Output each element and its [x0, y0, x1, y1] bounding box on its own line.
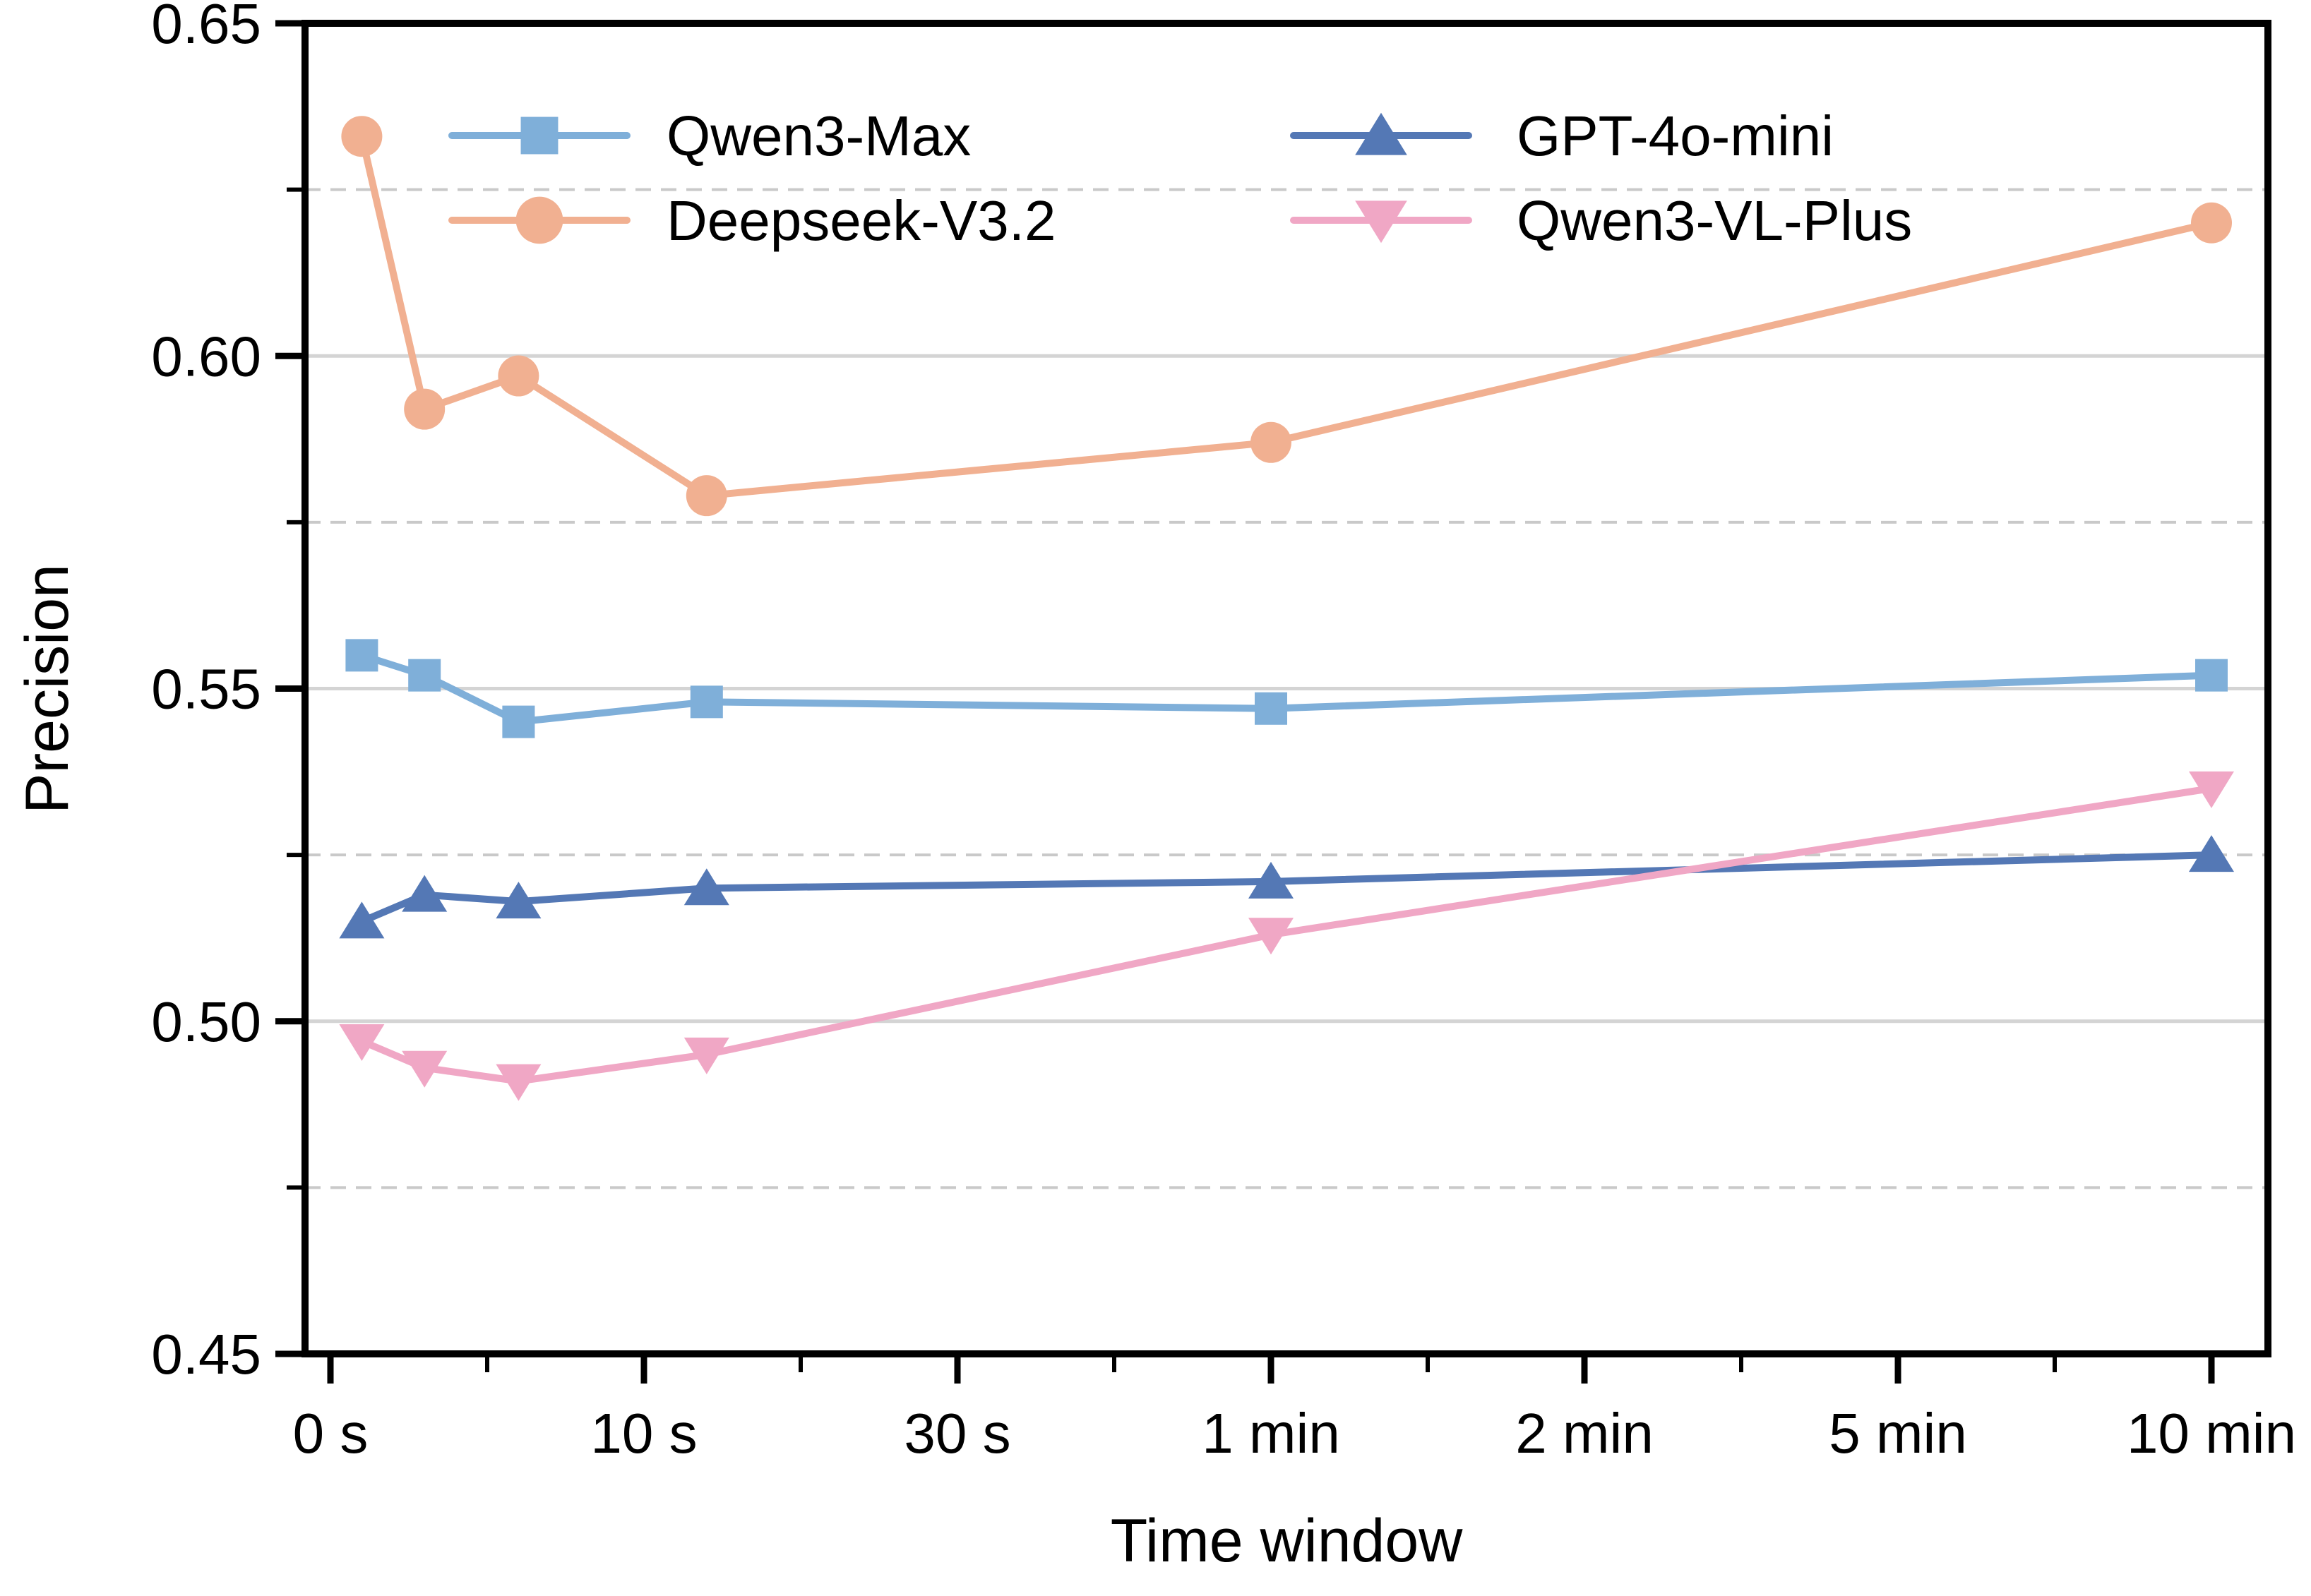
triangle-down-marker — [1248, 918, 1294, 955]
triangle-down-marker — [1355, 200, 1407, 244]
x-tick-label: 10 min — [2127, 1402, 2296, 1465]
x-tick-label: 0 s — [293, 1402, 369, 1465]
square-marker — [345, 639, 378, 672]
legend-item-deepseek-v3-2: Deepseek-V3.2 — [448, 189, 1056, 252]
tick-labels: 0.45 0.50 0.55 0.60 0.65 0 s 10 s 30 s 1 min 2 mi… — [151, 0, 2296, 1465]
legend-label: Deepseek-V3.2 — [667, 189, 1056, 252]
legend-item-gpt-4o-mini: GPT-4o-mini — [1290, 104, 1834, 167]
triangle-up-marker — [1355, 112, 1407, 155]
x-tick-label: 1 min — [1202, 1402, 1340, 1465]
x-tick-label: 10 s — [590, 1402, 697, 1465]
series-line — [358, 784, 2215, 1085]
circle-marker — [2191, 202, 2232, 244]
circle-marker — [686, 475, 727, 517]
triangle-down-marker — [2189, 771, 2234, 808]
triangle-down-marker — [339, 1024, 385, 1062]
legend-item-qwen3-vl-plus: Qwen3-VL-Plus — [1290, 189, 1912, 252]
series-qwen3-vl-plus — [339, 771, 2234, 1101]
triangle-up-marker — [2189, 835, 2234, 872]
x-axis-label: Time window — [1111, 1507, 1464, 1575]
legend: Qwen3-Max Deepseek-V3.2 GPT-4o-mini Qwen3-V… — [448, 104, 1912, 252]
legend-label: Qwen3-Max — [667, 104, 971, 167]
circle-marker — [498, 355, 539, 397]
square-marker — [520, 116, 559, 155]
circle-marker — [1250, 421, 1291, 463]
series-gpt-4o-mini — [339, 835, 2234, 939]
legend-item-qwen3-max: Qwen3-Max — [448, 104, 971, 167]
y-tick-label: 0.60 — [151, 325, 261, 388]
y-tick-label: 0.65 — [151, 0, 261, 55]
legend-label: GPT-4o-mini — [1517, 104, 1834, 167]
triangle-up-marker — [683, 868, 729, 906]
gridlines — [305, 188, 2268, 1189]
square-marker — [1255, 692, 1287, 725]
circle-marker — [515, 196, 563, 244]
triangle-down-marker — [402, 1050, 448, 1088]
square-marker — [408, 659, 441, 692]
circle-marker — [341, 116, 383, 157]
square-marker — [690, 685, 723, 719]
triangle-up-marker — [496, 882, 542, 919]
triangle-up-marker — [1248, 861, 1294, 899]
series-line — [358, 133, 2215, 500]
y-tick-label: 0.55 — [151, 658, 261, 721]
series-lines — [339, 116, 2234, 1101]
triangle-down-marker — [683, 1037, 729, 1074]
triangle-down-marker — [496, 1064, 542, 1101]
circle-marker — [404, 388, 446, 430]
series-qwen3-max — [345, 639, 2228, 738]
triangle-up-marker — [402, 875, 448, 912]
square-marker — [502, 705, 535, 738]
square-marker — [2195, 659, 2228, 692]
x-tick-label: 30 s — [904, 1402, 1010, 1465]
series-deepseek-v3-2 — [341, 116, 2232, 517]
y-tick-label: 0.45 — [151, 1323, 261, 1386]
x-tick-label: 2 min — [1515, 1402, 1654, 1465]
y-tick-label: 0.50 — [151, 990, 261, 1053]
triangle-up-marker — [339, 901, 385, 939]
axis-ticks — [275, 20, 2215, 1384]
x-tick-label: 5 min — [1829, 1402, 1967, 1465]
y-axis-label: Precision — [13, 564, 81, 814]
legend-label: Qwen3-VL-Plus — [1517, 189, 1912, 252]
